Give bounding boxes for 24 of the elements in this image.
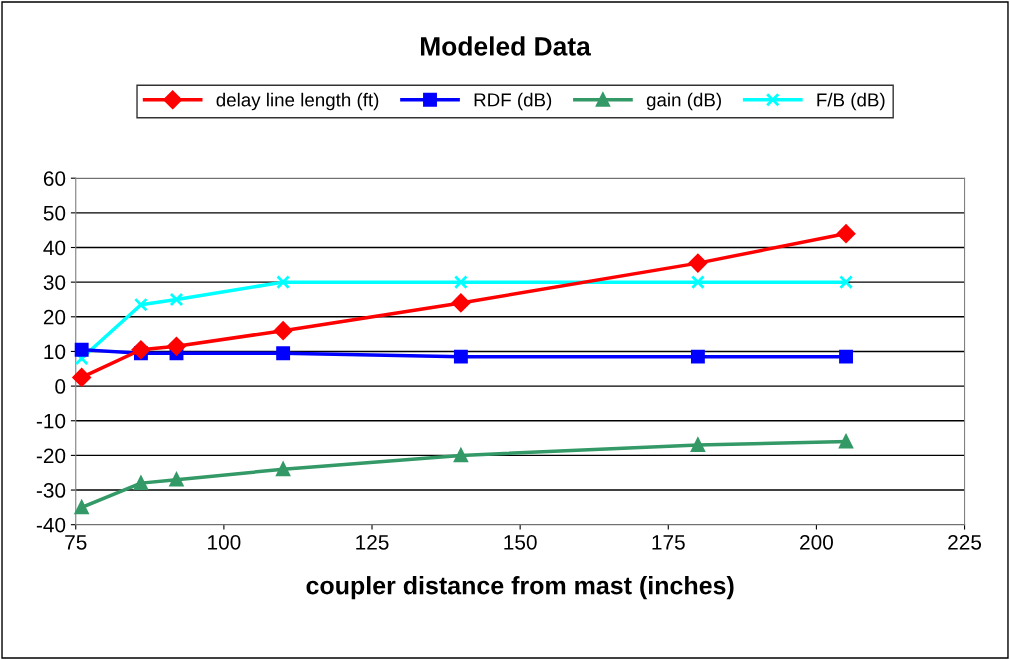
y-tick-label: 10	[44, 344, 66, 360]
x-tick-label: 200	[800, 534, 833, 550]
legend-label: delay line length (ft)	[216, 92, 379, 111]
x-tick-label: 225	[948, 534, 982, 550]
x-tick-label: 100	[208, 534, 241, 550]
legend-label: F/B (dB)	[817, 92, 885, 111]
y-tick-label: -20	[36, 448, 66, 464]
y-tick-label: 20	[43, 309, 66, 325]
legend-label: gain (dB)	[646, 92, 721, 111]
y-tick-label: 40	[43, 240, 66, 256]
x-tick-label: 150	[504, 534, 537, 550]
y-tick-label: -30	[36, 483, 66, 498]
y-tick-label: 30	[43, 275, 66, 290]
x-tick-label: 175	[652, 535, 685, 550]
x-tick-label: 125	[356, 534, 389, 550]
y-tick-label: 0	[55, 379, 66, 394]
y-tick-label: -10	[36, 413, 66, 429]
x-axis-title: coupler distance from mast (inches)	[306, 576, 734, 600]
y-tick-label: -40	[36, 517, 66, 533]
chart-title: Modeled Data	[420, 36, 591, 56]
y-tick-label: 50	[43, 205, 66, 221]
y-tick-label: 60	[43, 171, 66, 186]
legend-label: RDF (dB)	[474, 92, 552, 111]
x-tick-label: 75	[65, 535, 87, 550]
